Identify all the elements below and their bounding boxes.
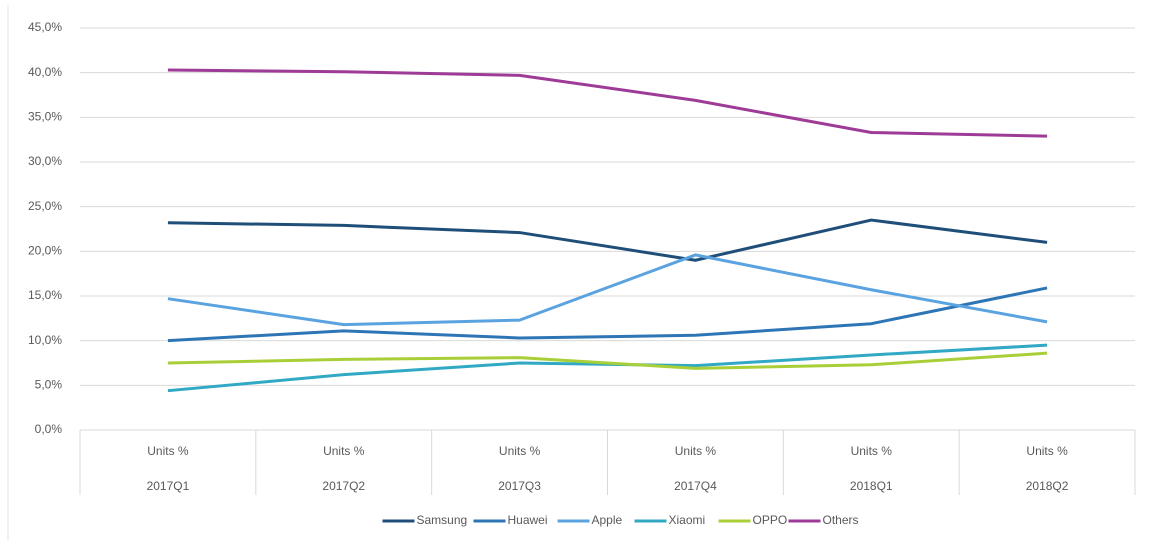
x-tick-label: 2018Q1 (850, 479, 893, 493)
x-tick-label: 2017Q1 (147, 479, 190, 493)
series-line (167, 218, 1048, 262)
series-line (167, 68, 1048, 138)
y-tick-label: 45,0% (28, 20, 62, 34)
legend-label: Samsung (417, 513, 468, 527)
y-tick-label: 15,0% (28, 288, 62, 302)
series-line (167, 343, 1048, 393)
x-tick-label: 2018Q2 (1026, 479, 1069, 493)
series-line (167, 253, 1048, 327)
legend-label: Apple (592, 513, 623, 527)
y-tick-label: 10,0% (28, 333, 62, 347)
x-tick-label: 2017Q2 (322, 479, 365, 493)
x-tick-sublabel: Units % (499, 444, 541, 458)
y-tick-label: 5,0% (35, 378, 63, 392)
y-tick-label: 40,0% (28, 65, 62, 79)
x-tick-sublabel: Units % (1026, 444, 1068, 458)
series-line (167, 286, 1048, 343)
y-tick-label: 20,0% (28, 244, 62, 258)
legend-label: OPPO (753, 513, 788, 527)
legend-label: Others (823, 513, 859, 527)
x-tick-sublabel: Units % (323, 444, 365, 458)
x-tick-sublabel: Units % (675, 444, 717, 458)
y-tick-label: 25,0% (28, 199, 62, 213)
x-tick-label: 2017Q3 (498, 479, 541, 493)
y-tick-label: 30,0% (28, 154, 62, 168)
series-line (167, 351, 1048, 370)
x-tick-label: 2017Q4 (674, 479, 717, 493)
x-tick-sublabel: Units % (147, 444, 189, 458)
x-tick-sublabel: Units % (851, 444, 893, 458)
legend-label: Xiaomi (669, 513, 706, 527)
y-tick-label: 35,0% (28, 110, 62, 124)
legend-label: Huawei (508, 513, 548, 527)
y-tick-label: 0,0% (35, 422, 63, 436)
